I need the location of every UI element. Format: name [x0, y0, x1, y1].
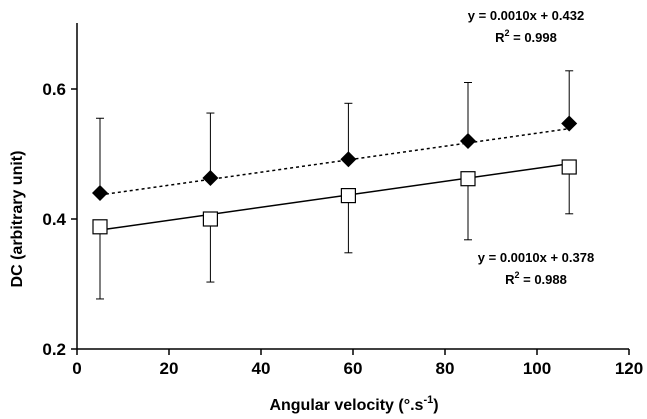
x-tick-label: 20	[160, 359, 179, 378]
x-tick-label: 40	[252, 359, 271, 378]
r2-bottom-value: = 0.988	[520, 272, 567, 287]
y-tick-label: 0.4	[42, 210, 66, 229]
x-tick-label: 0	[72, 359, 81, 378]
x-tick-label: 80	[436, 359, 455, 378]
data-point-diamond	[460, 133, 476, 149]
y-tick-label: 0.2	[42, 340, 66, 359]
equation-top: y = 0.0010x + 0.432	[468, 8, 584, 23]
data-point-square	[460, 171, 476, 187]
r2-bottom-superscript: 2	[515, 270, 520, 280]
data-point-diamond	[340, 151, 357, 168]
data-point-square	[340, 188, 356, 204]
r2-bottom-prefix: R	[505, 272, 515, 287]
data-point-square	[92, 219, 108, 235]
x-tick-label: 120	[615, 359, 643, 378]
x-tick-label: 100	[523, 359, 551, 378]
x-axis-label: Angular velocity (°.s-1)	[269, 394, 438, 414]
error-bars	[96, 70, 574, 300]
r2-top-value: = 0.998	[510, 30, 557, 45]
y-axis-label: DC (arbitrary unit)	[9, 151, 26, 288]
x-axis-label-close: )	[433, 397, 438, 414]
trend-lines	[99, 127, 570, 231]
data-point-diamond	[202, 170, 219, 187]
data-points	[92, 115, 578, 235]
trend-line-series-2	[99, 163, 570, 231]
data-point-diamond	[92, 185, 108, 201]
r2-bottom: R2 = 0.988	[505, 270, 567, 287]
trend-line-series-1	[99, 127, 570, 196]
x-axis-label-superscript: -1	[423, 394, 433, 406]
data-point-square	[561, 159, 577, 175]
axes: 0 20 40 60 80 100 120 0.2 0.4 0.6	[42, 23, 643, 378]
r2-top-prefix: R	[495, 30, 505, 45]
equation-bottom: y = 0.0010x + 0.378	[478, 250, 594, 265]
x-tick-label: 60	[344, 359, 363, 378]
x-axis-label-main: Angular velocity (°.s	[269, 397, 423, 414]
y-tick-label: 0.6	[42, 80, 66, 99]
data-point-square	[202, 211, 218, 227]
r2-top: R2 = 0.998	[495, 28, 557, 45]
data-point-diamond	[561, 115, 578, 132]
r2-top-superscript: 2	[505, 28, 510, 38]
